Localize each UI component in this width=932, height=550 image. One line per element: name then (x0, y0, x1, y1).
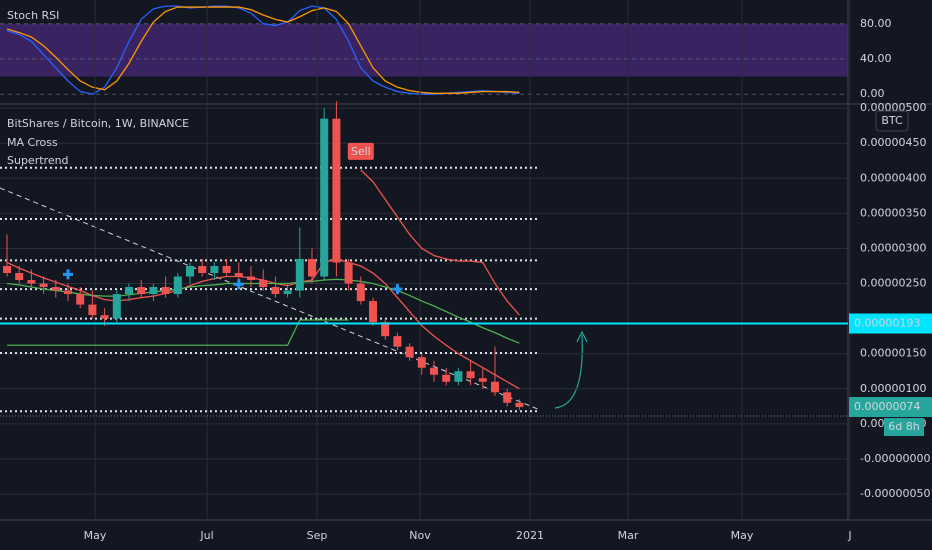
price-badge-label: 0.00000193 (854, 317, 920, 330)
y-tick-label: 0.00000400 (860, 171, 926, 184)
candle-body (51, 287, 60, 291)
candle-body (222, 265, 231, 274)
candle-body (15, 273, 24, 281)
candle-body (308, 258, 316, 277)
last-badge (849, 397, 932, 418)
candle-body (478, 378, 487, 382)
y-tick-label: 40.00 (860, 52, 892, 65)
stoch-title: Stoch RSI (7, 9, 59, 22)
candle-body (442, 374, 451, 382)
x-tick-label: May (731, 529, 754, 542)
candle-body (173, 276, 182, 295)
series-line (7, 319, 349, 346)
x-tick-label: Nov (409, 529, 431, 542)
indicator-label: Supertrend (7, 154, 69, 167)
price-badge (849, 313, 932, 334)
candle-body (369, 301, 377, 323)
y-tick-label: 0.00000150 (860, 347, 926, 360)
x-tick-label: Mar (618, 529, 639, 542)
candle-body (283, 290, 292, 295)
series-line (6, 6, 520, 94)
candle-body (295, 258, 304, 291)
ma-cross (63, 269, 73, 280)
candle-body (320, 118, 329, 277)
candle-body (88, 304, 97, 316)
candle-body (271, 287, 280, 295)
sell-box (347, 142, 374, 160)
x-tick-label: 2021 (516, 529, 544, 542)
x-tick-label: May (84, 529, 107, 542)
ma-cross (233, 279, 244, 290)
x-tick-label: J (847, 529, 851, 542)
candle-body (381, 322, 390, 337)
y-tick-label: 0.00000450 (860, 136, 926, 149)
countdown-label: 6d 8h (888, 420, 919, 433)
candle-body (3, 265, 11, 274)
y-tick-label: 0.00 (860, 87, 885, 100)
candle-body (393, 336, 402, 347)
y-tick-label: -0.00000050 (860, 487, 930, 500)
candle-body (210, 265, 219, 274)
candle-body (503, 392, 512, 403)
x-tick-label: Sep (307, 529, 328, 542)
candle-body (405, 346, 414, 358)
unit-box[interactable] (875, 110, 909, 132)
candle-body (125, 287, 133, 295)
y-tick-label: -0.00000000 (860, 452, 930, 465)
unit-label[interactable]: BTC (881, 114, 903, 127)
candle-body (247, 276, 255, 281)
countdown-badge (884, 418, 924, 437)
candle-body (466, 371, 475, 379)
y-tick-label: 0.00000500 (860, 101, 926, 114)
candle-body (27, 280, 36, 284)
candle-body (332, 118, 341, 263)
candle-body (149, 287, 158, 295)
y-tick-label: 0.00000350 (860, 206, 926, 219)
candle-body (137, 287, 146, 295)
y-tick-label: 0.00000250 (860, 277, 926, 290)
series-line (360, 169, 520, 316)
candle-body (430, 367, 438, 375)
candle-body (259, 280, 268, 288)
trend-line (0, 187, 541, 411)
ma-cross (392, 284, 403, 295)
main-title: BitShares / Bitcoin, 1W, BINANCE (7, 117, 189, 130)
candle-body (515, 402, 524, 408)
x-tick-label: Jul (199, 529, 213, 542)
series-line (6, 5, 520, 95)
sell-label: Sell (351, 145, 371, 158)
arrow (554, 334, 583, 409)
candle-body (186, 265, 194, 277)
candle-body (356, 283, 365, 302)
arrow-head (576, 330, 588, 343)
candle-body (112, 294, 121, 319)
candle-body (100, 315, 109, 319)
last-badge-label: 0.00000074 (854, 400, 920, 413)
candle-body (198, 265, 207, 274)
candle-body (234, 273, 243, 277)
candle-body (417, 357, 426, 368)
candle-body (39, 283, 48, 288)
y-tick-label: 0.00000300 (860, 241, 926, 254)
y-tick-label: 0.00000100 (860, 382, 926, 395)
band (0, 23, 848, 77)
candle-body (491, 381, 499, 393)
y-tick-label: 80.00 (860, 17, 892, 30)
candle-body (76, 294, 85, 305)
candle-body (344, 262, 353, 284)
candle-body (64, 290, 72, 295)
indicator-label: MA Cross (7, 136, 58, 149)
candle-body (454, 371, 463, 382)
candle-body (161, 287, 170, 295)
